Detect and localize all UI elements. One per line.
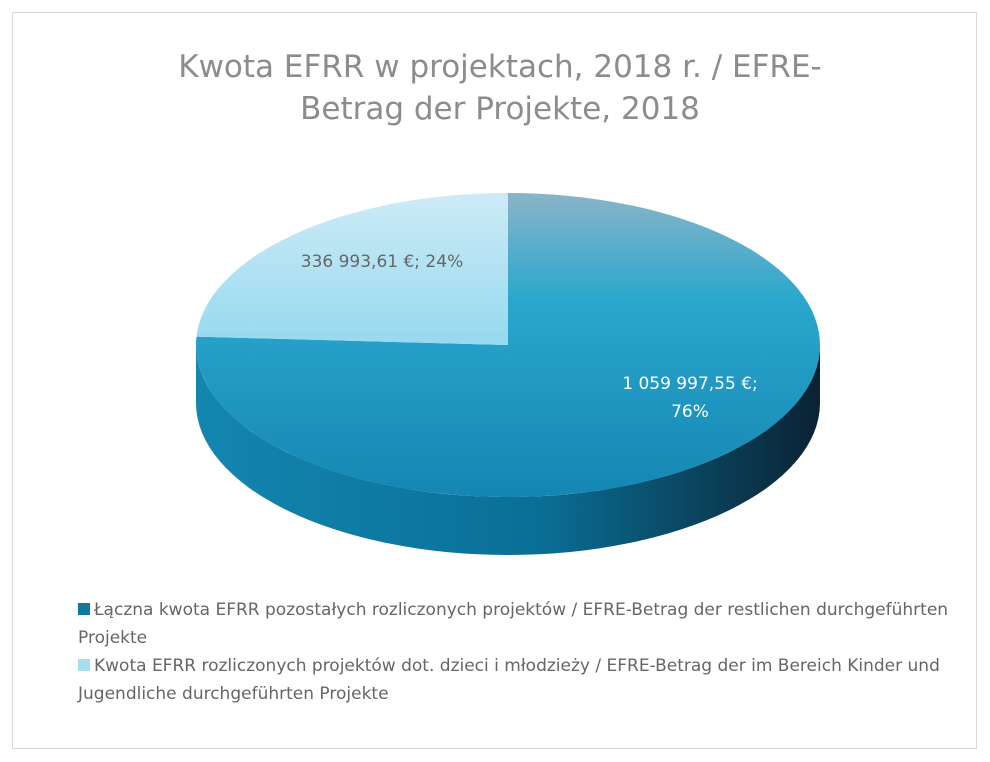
- pie-slice: [196, 193, 508, 345]
- data-label: 336 993,61 €; 24%: [300, 252, 464, 272]
- pie-side: [196, 345, 820, 555]
- legend-label: Kwota EFRR rozliczonych projektów dot. d…: [78, 656, 940, 704]
- legend-swatch: [78, 659, 90, 671]
- legend-item: Łączna kwota EFRR pozostałych rozliczony…: [78, 596, 958, 652]
- legend-swatch: [78, 603, 90, 615]
- chart-title: Kwota EFRR w projektach, 2018 r. / EFRE-…: [178, 49, 822, 127]
- legend: Łączna kwota EFRR pozostałych rozliczony…: [78, 596, 958, 708]
- legend-label: Łączna kwota EFRR pozostałych rozliczony…: [78, 600, 949, 648]
- legend-item: Kwota EFRR rozliczonych projektów dot. d…: [78, 652, 958, 708]
- data-label: 1 059 997,55 €; 76%: [622, 374, 758, 422]
- chart-frame: [12, 12, 977, 749]
